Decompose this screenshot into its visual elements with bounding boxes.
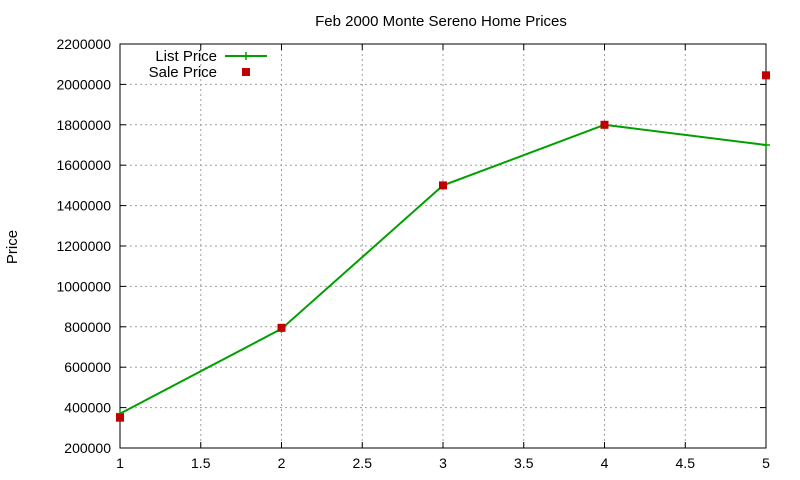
- y-tick-label: 800000: [64, 319, 111, 335]
- y-tick-label: 400000: [64, 400, 111, 416]
- x-tick-label: 3: [439, 455, 447, 471]
- series-sale-price: [116, 71, 770, 422]
- y-tick-label: 1000000: [56, 278, 111, 294]
- legend-swatch-marker: [242, 52, 250, 60]
- sale-price-point: [439, 181, 447, 190]
- x-tick-label: 3.5: [514, 455, 534, 471]
- axis-ticks: 2000004000006000008000001000000120000014…: [56, 36, 770, 471]
- y-tick-label: 200000: [64, 440, 111, 456]
- y-tick-label: 600000: [64, 359, 111, 375]
- list-price-point: [762, 141, 770, 149]
- y-tick-label: 1200000: [56, 238, 111, 254]
- sale-price-point: [116, 413, 124, 422]
- x-tick-label: 1.5: [191, 455, 211, 471]
- chart-title: Feb 2000 Monte Sereno Home Prices: [315, 13, 567, 30]
- sale-price-point: [277, 323, 286, 332]
- x-tick-label: 2: [278, 455, 286, 471]
- y-tick-label: 1800000: [56, 117, 111, 133]
- x-tick-label: 4: [601, 455, 609, 471]
- y-tick-label: 2000000: [56, 76, 111, 92]
- sale-price-point: [762, 71, 770, 80]
- legend-label: Sale Price: [149, 64, 217, 81]
- y-tick-label: 1400000: [56, 198, 111, 214]
- x-tick-label: 4.5: [676, 455, 696, 471]
- legend-swatch-marker: [242, 68, 250, 76]
- x-tick-label: 1: [116, 455, 124, 471]
- x-tick-label: 2.5: [353, 455, 373, 471]
- series-layer: [116, 71, 770, 422]
- x-tick-label: 5: [762, 455, 770, 471]
- grid-lines: [120, 44, 766, 448]
- legend-label: List Price: [155, 48, 217, 65]
- plot-frame: [119, 43, 767, 449]
- y-tick-label: 1600000: [56, 157, 111, 173]
- y-tick-label: 2200000: [56, 36, 111, 52]
- y-axis-title: Price: [4, 230, 21, 264]
- sale-price-point: [600, 120, 609, 129]
